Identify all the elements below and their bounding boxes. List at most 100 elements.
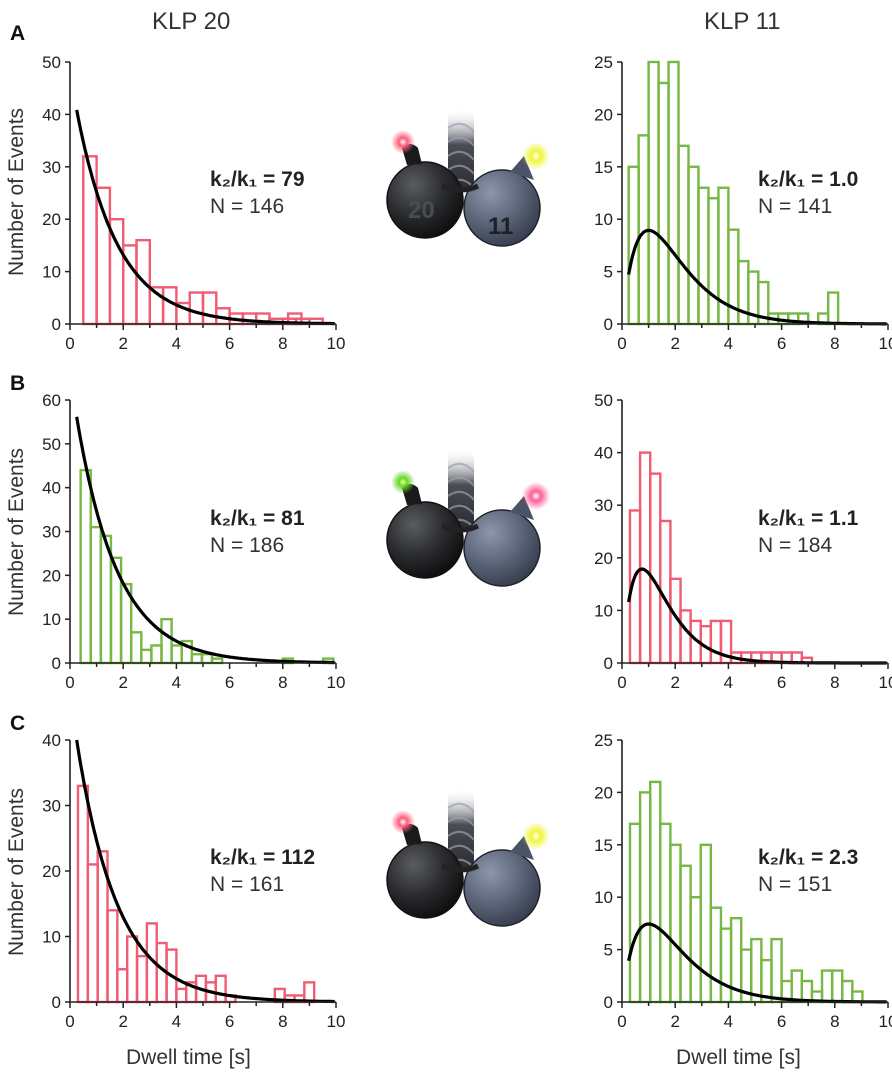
x-tick-label: 2	[118, 1012, 127, 1031]
histogram-bar	[841, 979, 854, 1004]
histogram-bar	[719, 927, 733, 1004]
x-tick-label: 8	[278, 1012, 287, 1031]
coil-highlight	[447, 122, 475, 133]
ratio-c-right: k₂/k₁ = 2.3	[758, 846, 859, 869]
x-tick-label: 4	[724, 673, 733, 692]
histogram-bar	[129, 631, 143, 665]
y-tick-label: 15	[594, 158, 613, 177]
motor-head-klp20	[386, 841, 464, 919]
coil-highlight	[447, 136, 475, 147]
column-title-klp20: KLP 20	[152, 8, 231, 35]
histogram-bar	[638, 791, 652, 1004]
y-tick-label: 10	[42, 928, 61, 947]
count-b-right: N = 184	[758, 534, 833, 557]
histogram-bar	[190, 653, 204, 665]
y-tick-label: 10	[42, 263, 61, 282]
histogram-b-klp11: 0 10 20 30 40 50 0 2 4 6 8 10	[594, 391, 892, 692]
y-axis-label-b: Number of Events	[5, 447, 28, 617]
motor-label-20: 20	[408, 197, 435, 224]
neck-linker	[441, 863, 480, 873]
y-tick-label: 5	[604, 941, 613, 960]
x-tick-label: 2	[670, 673, 679, 692]
fluorophore-left	[391, 130, 415, 154]
histogram-bar	[106, 909, 119, 1004]
coil-highlight	[447, 830, 475, 841]
x-tick-label: 4	[724, 334, 733, 353]
motor-head-klp11	[463, 169, 541, 247]
x-tick-label: 10	[879, 673, 892, 692]
fluorophore-right	[522, 142, 550, 170]
ratio-a-right: k₂/k₁ = 1.0	[758, 168, 859, 191]
x-tick-label: 6	[777, 673, 786, 692]
panel-label-b: B	[10, 372, 26, 395]
y-tick-label: 20	[42, 566, 61, 585]
histogram-bar	[790, 969, 804, 1004]
x-tick-label: 2	[118, 334, 127, 353]
histogram-bar	[638, 451, 652, 665]
coiled-coil-stalk	[448, 788, 474, 870]
y-tick-label: 10	[594, 601, 613, 620]
y-axis-label-a: Number of Events	[5, 107, 28, 277]
histogram-bar	[200, 653, 214, 665]
count-b-left: N = 186	[210, 534, 285, 557]
histogram-bar	[750, 937, 763, 1004]
histogram-bar	[709, 619, 723, 665]
x-tick-label: 6	[225, 1012, 234, 1031]
y-tick-label: 50	[594, 391, 613, 410]
x-tick-label: 4	[172, 1012, 181, 1031]
x-tick-label: 10	[327, 334, 346, 353]
count-a-left: N = 146	[210, 195, 285, 218]
ratio-c-left: k₂/k₁ = 112	[210, 846, 316, 869]
x-tick-label: 10	[879, 334, 892, 353]
y-tick-label: 0	[52, 654, 61, 673]
y-tick-label: 50	[42, 435, 61, 454]
coil-highlight	[447, 164, 475, 175]
histogram-bar	[707, 197, 720, 326]
x-tick-label: 8	[278, 673, 287, 692]
histogram-bar	[170, 644, 183, 665]
x-tick-label: 10	[327, 673, 346, 692]
coil-highlight	[447, 462, 475, 473]
histogram-bar	[687, 165, 700, 326]
fit-curve	[75, 416, 335, 665]
y-tick-label: 0	[52, 315, 61, 334]
y-tick-label: 40	[594, 444, 613, 463]
histogram-bar	[303, 981, 316, 1004]
histogram-bar	[677, 144, 690, 326]
coil-highlight	[447, 150, 475, 161]
y-tick-label: 20	[42, 862, 61, 881]
x-tick-label: 2	[118, 673, 127, 692]
histogram-panels: 0102030405002468100510152025024681001020…	[42, 53, 892, 1031]
coil-highlight	[447, 802, 475, 813]
y-tick-label: 20	[594, 549, 613, 568]
motor-head-klp11	[463, 509, 541, 587]
histogram-bar	[679, 864, 692, 1004]
y-tick-label: 20	[594, 105, 613, 124]
y-tick-label: 10	[594, 888, 613, 907]
fit-curve	[627, 567, 887, 665]
y-tick-label: 10	[42, 610, 61, 629]
histogram-bar	[699, 843, 713, 1004]
histogram-bar	[697, 186, 710, 326]
coil-highlight	[447, 504, 475, 515]
histogram-bar	[647, 60, 660, 326]
fluorophore-left	[391, 810, 415, 834]
ratio-a-left: k₂/k₁ = 79	[210, 168, 305, 191]
histogram-b-klp20: 0 10 20 30 40 50 60 0 2 4 6 8 10	[42, 391, 345, 692]
neck-linker	[441, 183, 480, 193]
histogram-bar	[160, 617, 173, 665]
y-tick-label: 50	[42, 53, 61, 72]
x-tick-label: 10	[327, 1012, 346, 1031]
histogram-bar	[86, 863, 99, 1004]
motor-illustration-b	[386, 448, 550, 587]
y-tick-label: 30	[42, 797, 61, 816]
count-c-left: N = 161	[210, 873, 285, 896]
panel-label-c: C	[10, 712, 26, 735]
motor-head-klp20	[386, 501, 464, 579]
y-tick-label: 25	[594, 731, 613, 750]
histogram-bar	[669, 843, 682, 1004]
histogram-bar	[79, 468, 92, 665]
histogram-bar	[175, 987, 188, 1004]
